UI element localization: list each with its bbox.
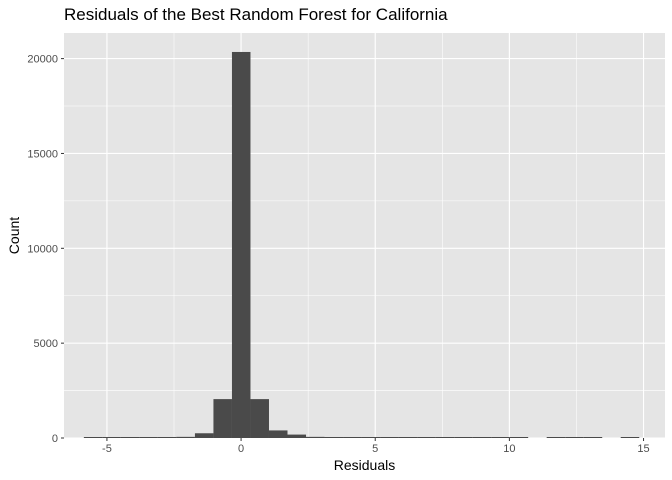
plot-panel — [64, 33, 665, 438]
x-tick-label: -5 — [102, 443, 112, 455]
x-axis-title: Residuals — [334, 457, 395, 473]
histogram-bar — [380, 437, 399, 438]
y-tick-label: 15000 — [27, 148, 58, 160]
histogram-bar — [231, 51, 251, 439]
histogram-bar — [157, 437, 177, 438]
histogram-bar — [250, 399, 269, 438]
histogram-bar — [546, 437, 566, 438]
histogram-bar — [435, 437, 455, 438]
histogram-bar — [491, 437, 510, 438]
y-tick-label: 0 — [52, 433, 58, 445]
histogram-bar — [583, 437, 603, 438]
x-tick-label: 15 — [637, 443, 649, 455]
x-tick-label: 0 — [238, 443, 244, 455]
chart-title: Residuals of the Best Random Forest for … — [64, 5, 448, 24]
histogram-bar — [509, 437, 529, 438]
histogram-bar — [565, 437, 584, 438]
y-tick-label: 10000 — [27, 243, 58, 255]
y-tick-label: 20000 — [27, 54, 58, 66]
histogram-bar — [454, 437, 473, 438]
histogram-bar — [268, 430, 288, 438]
x-tick-label: 5 — [372, 443, 378, 455]
histogram-bars — [83, 51, 640, 439]
histogram-bar — [324, 437, 344, 438]
y-tick-label: 5000 — [34, 338, 58, 350]
histogram-bar — [194, 433, 214, 438]
histogram-bar — [398, 437, 418, 438]
histogram-bar — [361, 437, 381, 438]
histogram-bar — [176, 436, 195, 438]
histogram-bar — [102, 437, 121, 438]
histogram-bar — [287, 434, 307, 438]
histogram-bar — [306, 436, 325, 438]
y-axis-title: Count — [6, 217, 22, 254]
histogram-bar — [620, 437, 640, 438]
histogram-bar — [83, 437, 103, 438]
histogram-bar — [472, 437, 492, 438]
histogram-bar — [120, 437, 140, 438]
histogram-bar — [213, 399, 232, 438]
axes: -5 0 5 10 15 0 5000 10000 15000 20000 — [27, 54, 649, 455]
histogram-bar — [139, 437, 158, 438]
histogram-bar — [417, 437, 436, 438]
x-tick-label: 10 — [503, 443, 515, 455]
histogram-bar — [343, 437, 362, 438]
